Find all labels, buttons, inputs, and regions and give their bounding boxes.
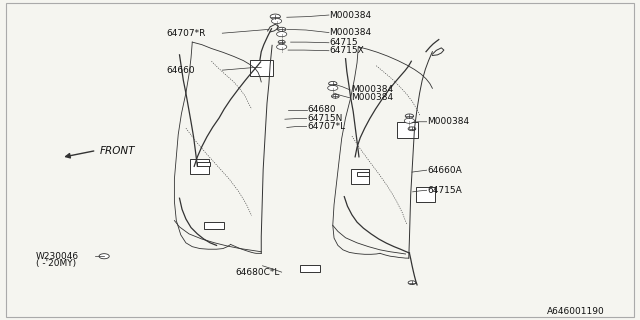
Text: M000384: M000384	[351, 85, 393, 94]
Circle shape	[278, 27, 286, 31]
Text: ( -'20MY): ( -'20MY)	[36, 259, 76, 268]
Text: 64707*R: 64707*R	[167, 29, 206, 38]
Text: M000384: M000384	[351, 93, 393, 102]
Circle shape	[332, 94, 339, 98]
Text: 64680: 64680	[307, 105, 336, 114]
Circle shape	[328, 82, 337, 86]
Circle shape	[408, 127, 416, 131]
Bar	[189, 159, 209, 174]
Circle shape	[405, 114, 413, 118]
Text: W230046: W230046	[36, 252, 79, 261]
Circle shape	[276, 32, 287, 37]
Circle shape	[270, 14, 280, 19]
Text: 64707*L: 64707*L	[307, 122, 346, 131]
Circle shape	[276, 44, 287, 50]
Text: 64680C*L: 64680C*L	[236, 268, 280, 277]
Circle shape	[328, 85, 338, 91]
Circle shape	[408, 281, 416, 284]
Bar	[250, 60, 273, 76]
Text: 64715A: 64715A	[428, 186, 462, 195]
Text: M000384: M000384	[330, 11, 372, 20]
Text: FRONT: FRONT	[100, 146, 135, 156]
Circle shape	[99, 254, 109, 259]
Bar	[204, 222, 224, 229]
Text: A646001190: A646001190	[547, 307, 604, 316]
Text: M000384: M000384	[428, 117, 469, 126]
Circle shape	[278, 40, 285, 44]
Text: 64660: 64660	[167, 66, 195, 75]
Text: M000384: M000384	[330, 28, 372, 37]
Bar	[416, 187, 435, 202]
Bar	[300, 265, 320, 272]
Bar	[397, 123, 419, 138]
Text: 64660A: 64660A	[428, 166, 462, 175]
Text: 64715X: 64715X	[330, 46, 364, 55]
Text: 64715: 64715	[330, 38, 358, 47]
Circle shape	[271, 19, 282, 24]
Bar	[351, 169, 369, 184]
Bar	[197, 162, 210, 166]
Bar	[357, 172, 369, 176]
Text: 64715N: 64715N	[307, 114, 342, 123]
Circle shape	[404, 118, 415, 123]
